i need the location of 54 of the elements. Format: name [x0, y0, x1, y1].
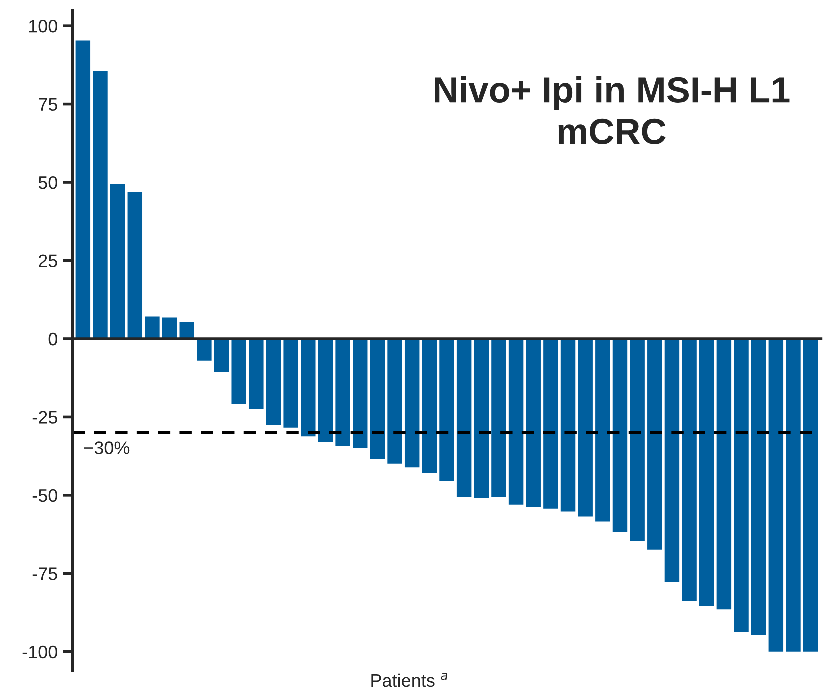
y-tick-label: 50 [38, 176, 58, 190]
bar [456, 338, 472, 498]
bar [93, 71, 108, 339]
y-tick-label: -75 [32, 568, 58, 580]
bar [370, 338, 386, 460]
bar [318, 338, 334, 443]
bar [526, 338, 541, 508]
bar [76, 40, 91, 339]
bar [301, 338, 316, 437]
bar [214, 338, 230, 372]
bar [422, 338, 438, 474]
bar [803, 338, 818, 652]
bar [751, 338, 766, 636]
y-tick-label: -100 [22, 646, 58, 659]
bar [145, 316, 160, 339]
y-tick-label: -50 [32, 489, 58, 502]
y-tick-label: -25 [32, 411, 58, 424]
bar [578, 338, 593, 517]
bar [284, 338, 298, 428]
x-axis-title: Patients $^{a}$ [372, 672, 448, 688]
bar [700, 338, 714, 606]
bar [249, 338, 264, 410]
bar [648, 338, 662, 550]
bar [664, 338, 680, 582]
bar [404, 338, 420, 468]
y-tick-label: 0 [48, 332, 58, 346]
bar [734, 338, 749, 632]
ref-line-label: −30% [84, 442, 130, 454]
bar [440, 338, 454, 482]
bar [336, 338, 350, 446]
bar [596, 338, 610, 522]
bar [544, 338, 558, 509]
bar [612, 338, 628, 532]
bar [786, 338, 801, 652]
bar [682, 338, 697, 602]
bar [560, 338, 576, 512]
bar [110, 184, 126, 339]
bar [630, 338, 645, 542]
y-tick-label: 75 [39, 98, 58, 112]
bar [232, 338, 246, 404]
bar [162, 318, 178, 339]
bar [474, 338, 490, 498]
bar [716, 338, 732, 610]
bar [768, 338, 784, 652]
bar [197, 338, 212, 361]
y-tick-label: 25 [39, 254, 58, 268]
bar [388, 338, 402, 464]
bar [508, 338, 524, 505]
bar [492, 338, 506, 498]
bar [128, 192, 143, 339]
text: Nivo+ Ipi in MSI-H L1 mCRC [435, 76, 790, 144]
bar [266, 338, 282, 426]
bar [353, 338, 368, 449]
y-tick-label: 100 [29, 20, 58, 33]
